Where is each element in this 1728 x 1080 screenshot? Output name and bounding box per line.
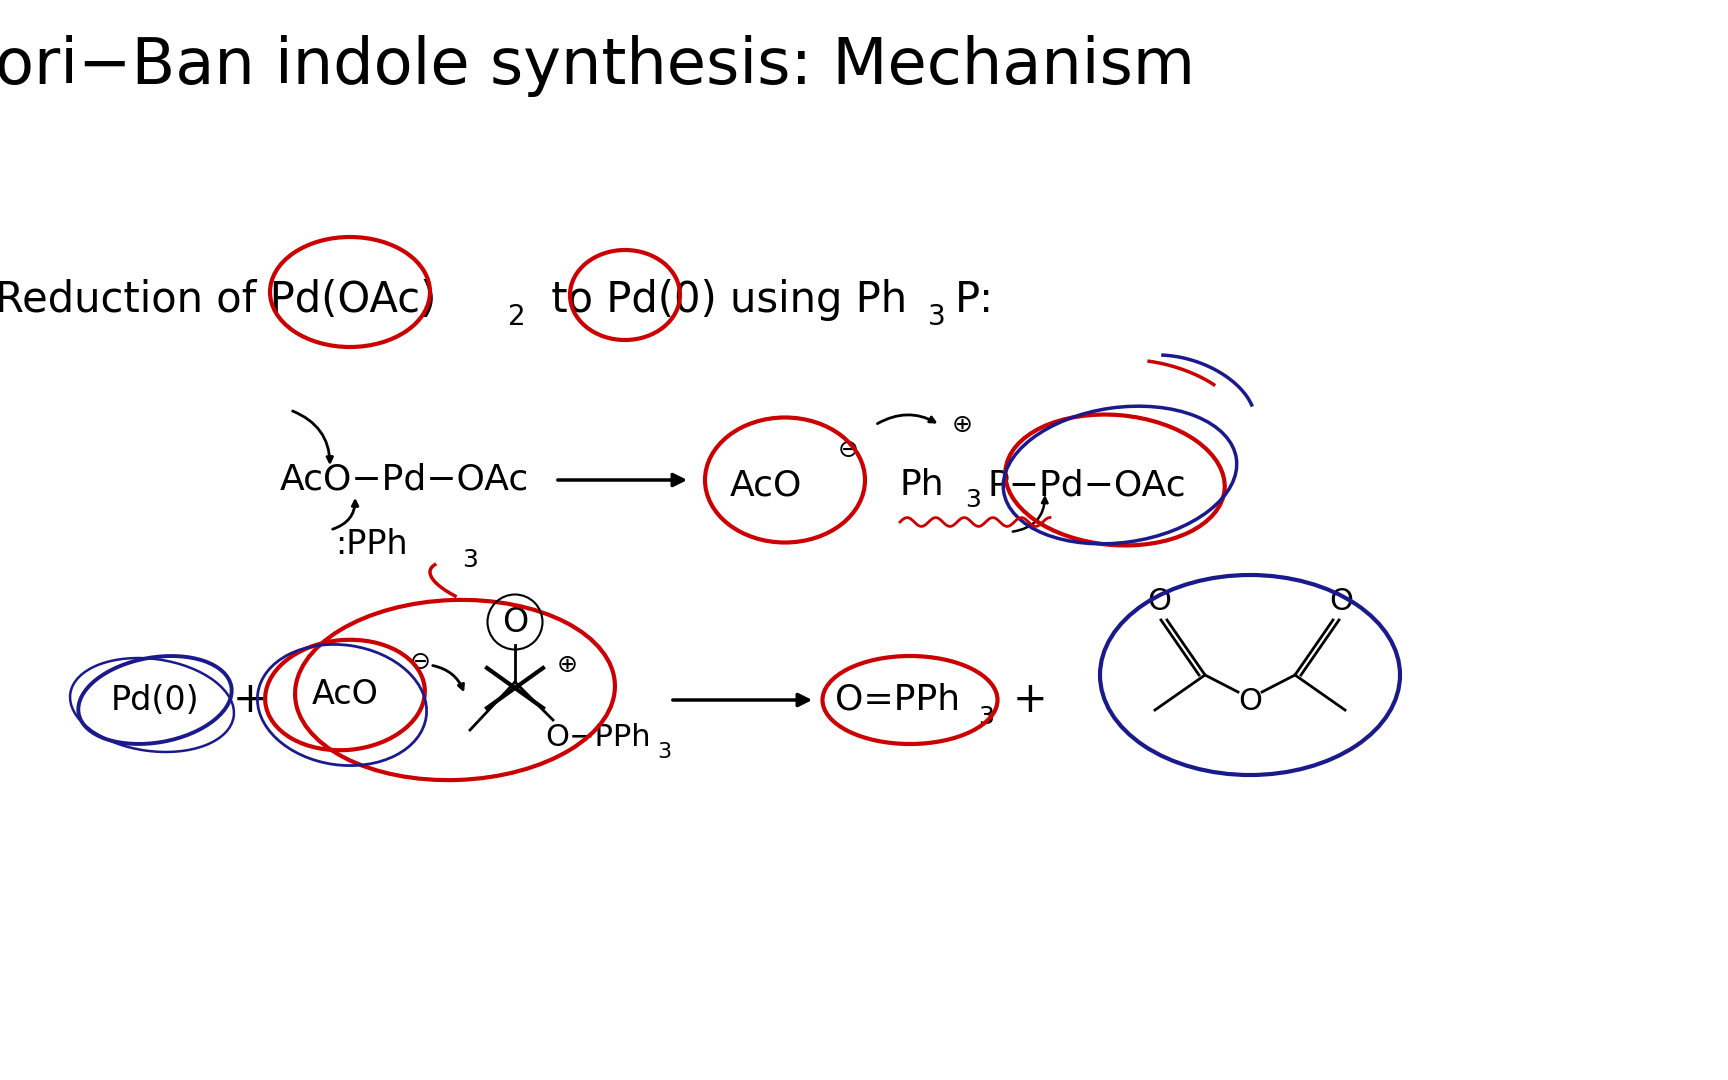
Text: AcO−Pd−OAc: AcO−Pd−OAc: [280, 463, 529, 497]
Text: ⊕: ⊕: [952, 413, 973, 437]
Text: +: +: [233, 679, 268, 721]
Text: 3: 3: [657, 742, 670, 762]
Text: ori−Ban indole synthesis: Mechanism: ori−Ban indole synthesis: Mechanism: [0, 35, 1196, 97]
Text: O: O: [1329, 588, 1353, 617]
Text: 3: 3: [964, 488, 982, 512]
Text: +: +: [1013, 679, 1047, 721]
Text: O: O: [501, 606, 529, 638]
Text: 2: 2: [508, 303, 525, 330]
Text: 3: 3: [928, 303, 945, 330]
Text: :PPh: :PPh: [335, 528, 408, 562]
Text: ⊖: ⊖: [838, 438, 859, 462]
Text: Pd(0): Pd(0): [111, 684, 199, 716]
Text: P−Pd−OAc: P−Pd−OAc: [988, 468, 1187, 502]
Text: Ph: Ph: [900, 468, 945, 502]
Text: ⊕: ⊕: [556, 653, 577, 677]
Text: 3: 3: [461, 548, 479, 572]
Text: AcO: AcO: [311, 678, 378, 712]
Text: P:: P:: [956, 279, 994, 321]
Text: O=PPh: O=PPh: [835, 683, 961, 717]
Text: Reduction of Pd(OAc): Reduction of Pd(OAc): [0, 279, 437, 321]
Text: ⊖: ⊖: [410, 650, 430, 674]
Text: to Pd(0) using Ph: to Pd(0) using Ph: [537, 279, 907, 321]
Text: AcO: AcO: [729, 468, 802, 502]
Text: O: O: [1147, 588, 1172, 617]
Text: O−PPh: O−PPh: [544, 724, 651, 753]
Text: O: O: [1237, 688, 1261, 716]
Text: 3: 3: [978, 705, 994, 729]
